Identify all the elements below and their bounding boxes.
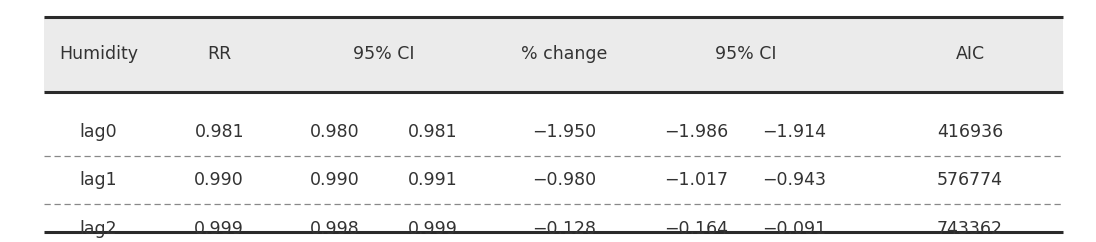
FancyBboxPatch shape: [44, 17, 1063, 92]
Text: AIC: AIC: [956, 45, 984, 63]
Text: −0.091: −0.091: [763, 220, 826, 238]
Text: 0.999: 0.999: [408, 220, 458, 238]
Text: −0.943: −0.943: [763, 171, 826, 189]
Text: −1.017: −1.017: [664, 171, 728, 189]
Text: 95% CI: 95% CI: [715, 45, 776, 63]
Text: 0.980: 0.980: [309, 123, 359, 141]
Text: 416936: 416936: [937, 123, 1003, 141]
Text: lag0: lag0: [80, 123, 117, 141]
Text: −0.980: −0.980: [533, 171, 596, 189]
Text: −1.986: −1.986: [664, 123, 728, 141]
Text: 0.990: 0.990: [309, 171, 359, 189]
Text: −0.164: −0.164: [664, 220, 728, 238]
Text: −1.914: −1.914: [763, 123, 826, 141]
Text: −1.950: −1.950: [533, 123, 596, 141]
Text: 0.999: 0.999: [194, 220, 244, 238]
Text: lag2: lag2: [80, 220, 117, 238]
Text: 0.981: 0.981: [408, 123, 458, 141]
Text: Humidity: Humidity: [59, 45, 138, 63]
Text: −0.128: −0.128: [533, 220, 596, 238]
Text: 0.981: 0.981: [194, 123, 244, 141]
Text: lag1: lag1: [80, 171, 117, 189]
Text: 743362: 743362: [937, 220, 1003, 238]
Text: 95% CI: 95% CI: [353, 45, 414, 63]
Text: 0.990: 0.990: [194, 171, 244, 189]
Text: 576774: 576774: [937, 171, 1003, 189]
Text: RR: RR: [207, 45, 231, 63]
Text: 0.998: 0.998: [309, 220, 359, 238]
Text: 0.991: 0.991: [408, 171, 458, 189]
Text: % change: % change: [522, 45, 607, 63]
